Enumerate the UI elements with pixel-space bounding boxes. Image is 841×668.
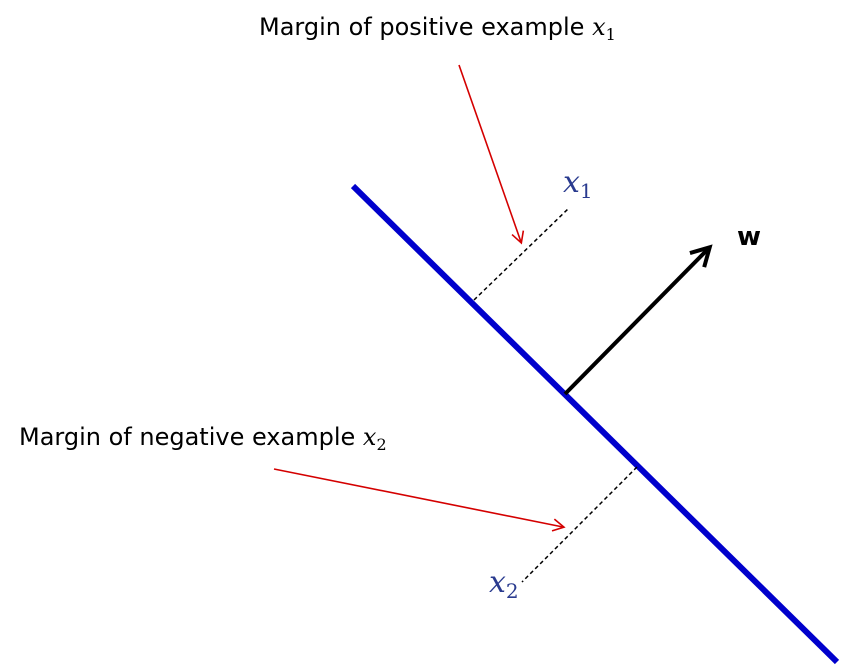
positive-margin-pointer-arrow — [458, 64, 525, 245]
negative-margin-annotation: Margin of negative example x2 — [19, 423, 387, 454]
weight-vector-label: w — [737, 222, 761, 252]
weight-vector-arrow — [563, 244, 713, 396]
hyperplane-line — [350, 183, 840, 665]
positive-margin-annotation: Margin of positive example x1 — [259, 13, 616, 44]
point-x1-label: x1 — [563, 165, 593, 203]
negative-margin-dashed-line — [521, 466, 638, 583]
positive-margin-dashed-line — [473, 207, 570, 301]
negative-margin-pointer-arrow — [273, 468, 566, 532]
point-x2-label: x2 — [489, 565, 519, 603]
